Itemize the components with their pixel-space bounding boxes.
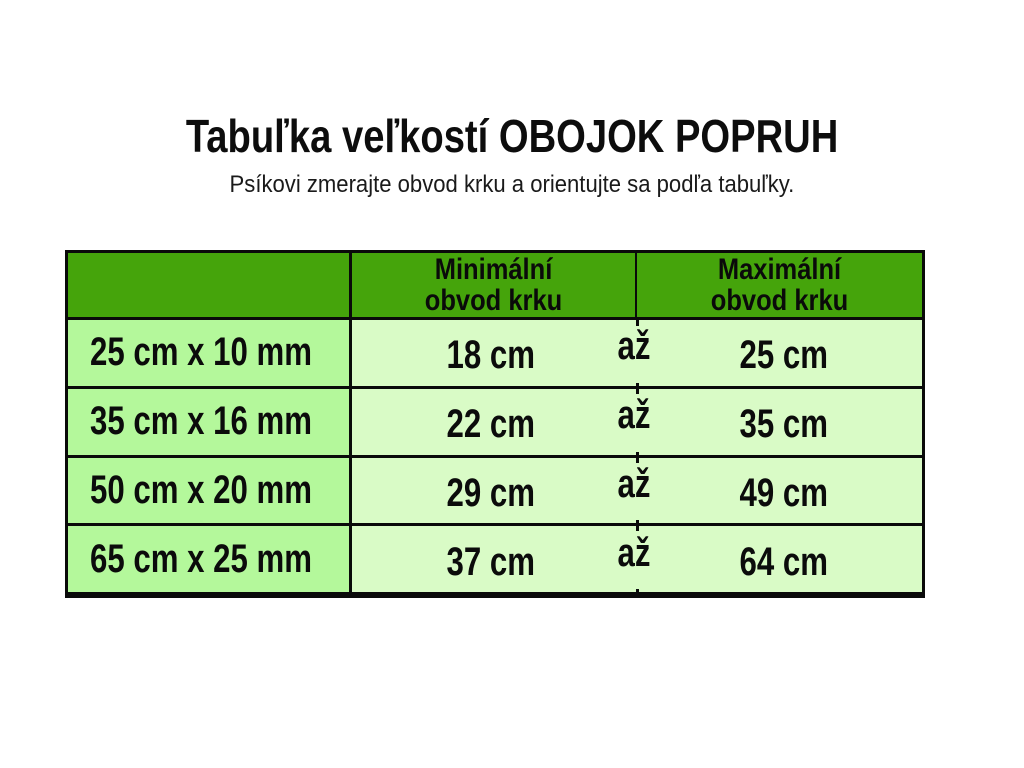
min-half: 18 cm bbox=[352, 320, 629, 386]
size-label: 35 cm x 16 mm bbox=[90, 399, 313, 444]
table-row: 35 cm x 16 mm 22 cm 35 cm až bbox=[68, 388, 922, 458]
column-divider-stub bbox=[636, 452, 639, 463]
column-divider-stub bbox=[636, 520, 639, 531]
header-min-cell: Minimální obvod krku bbox=[352, 253, 637, 317]
column-divider-stub bbox=[636, 383, 639, 394]
page-title-text: Tabuľka veľkostí OBOJOK POPRUH bbox=[185, 110, 839, 162]
header-min-line1: Minimální bbox=[434, 253, 553, 286]
max-half: 64 cm bbox=[629, 526, 922, 592]
min-half: 22 cm bbox=[352, 389, 629, 455]
table-row: 50 cm x 20 mm 29 cm 49 cm až bbox=[68, 457, 922, 527]
max-value: 25 cm bbox=[739, 333, 828, 378]
column-divider-stub bbox=[636, 589, 639, 595]
range-conjunction: až bbox=[617, 530, 651, 575]
table-row: 65 cm x 25 mm 37 cm 64 cm až bbox=[68, 526, 922, 595]
page-subtitle: Psíkovi zmerajte obvod krku a orientujte… bbox=[0, 170, 1024, 200]
size-label: 25 cm x 10 mm bbox=[90, 330, 313, 375]
range-cell: 29 cm 49 cm až bbox=[352, 457, 922, 524]
min-half: 37 cm bbox=[352, 526, 629, 592]
min-value: 29 cm bbox=[446, 470, 535, 515]
page-subtitle-text: Psíkovi zmerajte obvod krku a orientujte… bbox=[229, 171, 795, 198]
range-cell: 22 cm 35 cm až bbox=[352, 388, 922, 455]
max-value: 35 cm bbox=[739, 402, 828, 447]
min-half: 29 cm bbox=[352, 458, 629, 524]
size-cell: 35 cm x 16 mm bbox=[68, 388, 352, 455]
range-cell: 37 cm 64 cm až bbox=[352, 526, 922, 592]
range-conjunction: až bbox=[617, 393, 651, 438]
size-label: 65 cm x 25 mm bbox=[90, 536, 313, 581]
min-value: 37 cm bbox=[446, 539, 535, 584]
size-cell: 25 cm x 10 mm bbox=[68, 320, 352, 386]
size-cell: 50 cm x 20 mm bbox=[68, 457, 352, 524]
size-table: Minimální obvod krku Maximální obvod krk… bbox=[65, 250, 925, 598]
header-max-cell: Maximální obvod krku bbox=[637, 253, 922, 317]
page-title: Tabuľka veľkostí OBOJOK POPRUH bbox=[0, 112, 1024, 160]
header-max-line1: Maximální bbox=[717, 253, 842, 286]
max-half: 35 cm bbox=[629, 389, 922, 455]
min-value: 22 cm bbox=[446, 402, 535, 447]
size-label: 50 cm x 20 mm bbox=[90, 467, 313, 512]
max-half: 49 cm bbox=[629, 458, 922, 524]
range-conjunction: až bbox=[617, 324, 651, 369]
size-cell: 65 cm x 25 mm bbox=[68, 526, 352, 592]
range-cell: 18 cm 25 cm až bbox=[352, 320, 922, 386]
header-min-line2: obvod krku bbox=[424, 284, 563, 317]
max-value: 49 cm bbox=[739, 470, 828, 515]
header-blank-cell bbox=[68, 253, 352, 317]
max-value: 64 cm bbox=[739, 539, 828, 584]
table-row: 25 cm x 10 mm 18 cm 25 cm až bbox=[68, 320, 922, 389]
min-value: 18 cm bbox=[446, 333, 535, 378]
max-half: 25 cm bbox=[629, 320, 922, 386]
header-max-line2: obvod krku bbox=[710, 284, 849, 317]
range-conjunction: až bbox=[617, 461, 651, 506]
column-divider-stub bbox=[636, 320, 639, 326]
table-header-row: Minimální obvod krku Maximální obvod krk… bbox=[68, 253, 922, 320]
